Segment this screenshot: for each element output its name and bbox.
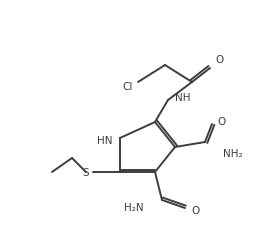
Text: NH: NH bbox=[175, 93, 191, 103]
Text: Cl: Cl bbox=[122, 82, 133, 92]
Text: H₂N: H₂N bbox=[124, 203, 144, 213]
Text: S: S bbox=[82, 168, 89, 178]
Text: NH₂: NH₂ bbox=[223, 149, 243, 159]
Text: O: O bbox=[217, 117, 225, 127]
Text: O: O bbox=[215, 55, 223, 65]
Text: O: O bbox=[191, 206, 199, 216]
Text: HN: HN bbox=[97, 136, 112, 146]
